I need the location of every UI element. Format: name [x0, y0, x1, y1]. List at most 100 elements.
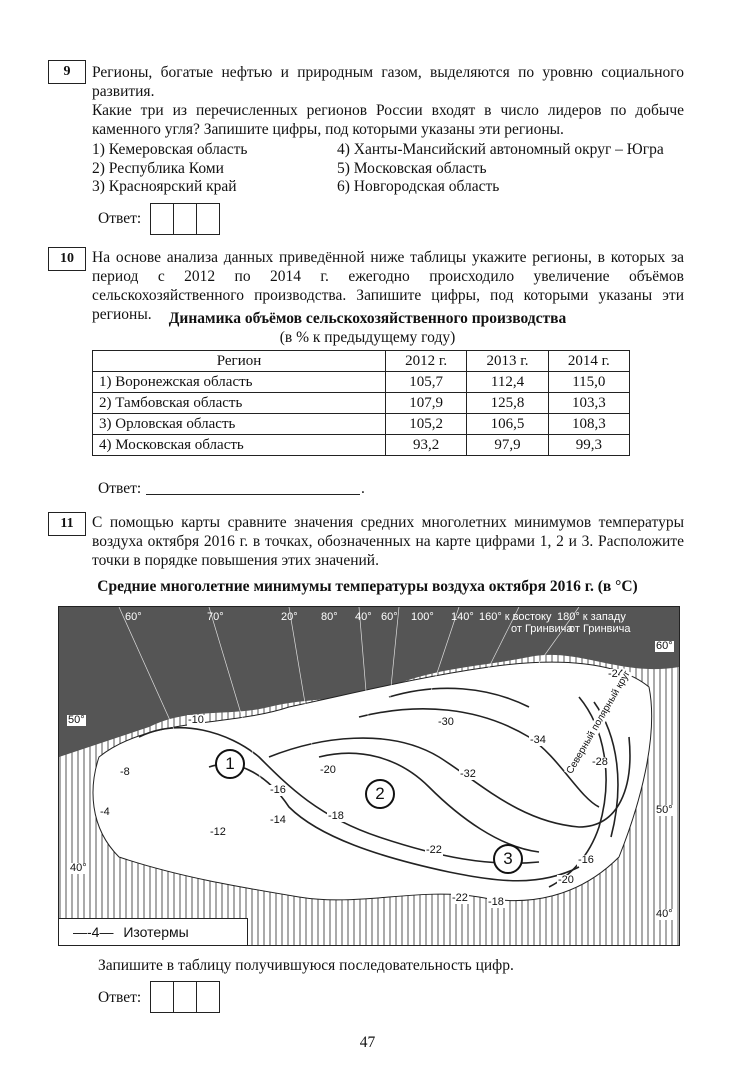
isotherm-label: -22 [451, 892, 469, 904]
question-11-text: С помощью карты сравните значения средни… [92, 514, 684, 569]
cell: 99,3 [547, 434, 631, 456]
cell: 1) Воронежская область [92, 371, 386, 393]
meridian-label: от Гринвича [569, 623, 631, 635]
cell: 125,8 [466, 392, 549, 414]
q9-options-right: 4) Ханты-Мансийский автономный округ – Ю… [337, 141, 664, 197]
meridian-label: 100° [411, 611, 434, 623]
meridian-label: 160° к востоку [479, 611, 552, 623]
meridian-label: 70° [207, 611, 224, 623]
table-row: 4) Московская область 93,2 97,9 99,3 [92, 434, 631, 456]
cell: 108,3 [547, 413, 631, 435]
q10-answer-line[interactable] [146, 494, 360, 495]
isotherm-label: -8 [119, 766, 131, 778]
temperature-map: 60° 70° 20° 80° 40° 60° 100° 140° 160° к… [58, 606, 680, 946]
parallel-label: 50° [67, 714, 86, 726]
table-row: 3) Орловская область 105,2 106,5 108,3 [92, 413, 631, 435]
isotherm-label: -32 [459, 768, 477, 780]
parallel-label: 60° [655, 640, 674, 652]
answer-cell[interactable] [197, 982, 219, 1012]
cell: 93,2 [384, 434, 468, 456]
parallel-label: 40° [655, 908, 674, 920]
answer-cell[interactable] [174, 204, 197, 234]
q11-instruction: Запишите в таблицу получившуюся последов… [98, 957, 514, 974]
parallel-label: 50° [655, 804, 674, 816]
isotherm-label: -14 [269, 814, 287, 826]
cell: 103,3 [547, 392, 631, 414]
cell: 112,4 [466, 371, 549, 393]
q11-answer-label: Ответ: [98, 989, 142, 1006]
data-table: Регион 2012 г. 2013 г. 2014 г. 1) Вороне… [92, 350, 631, 456]
answer-cell[interactable] [151, 204, 174, 234]
q10-answer-period: . [361, 480, 365, 497]
header-region: Регион [92, 350, 386, 372]
map-graphic [59, 607, 679, 945]
header-2012: 2012 г. [384, 350, 468, 372]
q9-answer-label: Ответ: [98, 210, 142, 227]
q10-answer-label: Ответ: [98, 480, 142, 497]
isotherm-label: -12 [209, 826, 227, 838]
map-point-2: 2 [365, 779, 395, 809]
cell: 105,2 [384, 413, 468, 435]
map-title: Средние многолетние минимумы температуры… [97, 578, 638, 595]
table-row: 2) Тамбовская область 107,9 125,8 103,3 [92, 392, 631, 414]
meridian-label: от Гринвича [511, 623, 573, 635]
option-1: 1) Кемеровская область [92, 141, 248, 158]
isotherm-label: -16 [269, 784, 287, 796]
map-legend: —-4— Изотермы [59, 918, 248, 945]
map-point-1: 1 [215, 749, 245, 779]
meridian-label: 60° [125, 611, 142, 623]
isotherm-label: -10 [187, 714, 205, 726]
isotherm-label: -30 [437, 716, 455, 728]
table-subtitle: (в % к предыдущему году) [279, 329, 456, 346]
table-title: Динамика объёмов сельскохозяйственного п… [168, 310, 567, 327]
cell: 107,9 [384, 392, 468, 414]
isotherm-legend-symbol: —-4— [73, 924, 114, 940]
option-2: 2) Республика Коми [92, 159, 224, 177]
option-5: 5) Московская область [337, 159, 487, 177]
q9-answer-boxes[interactable] [150, 203, 220, 235]
meridian-label: 80° [321, 611, 338, 623]
isotherm-label: -4 [99, 806, 111, 818]
isotherm-label: -18 [327, 810, 345, 822]
answer-cell[interactable] [197, 204, 219, 234]
isotherm-label: -18 [487, 896, 505, 908]
isotherm-label: -16 [577, 854, 595, 866]
cell: 106,5 [466, 413, 549, 435]
q9-paragraph-2: Какие три из перечисленных регионов Росс… [92, 102, 684, 138]
q11-answer-boxes[interactable] [150, 981, 220, 1013]
cell: 2) Тамбовская область [92, 392, 386, 414]
meridian-label: 20° [281, 611, 298, 623]
isotherm-label: -20 [319, 764, 337, 776]
answer-cell[interactable] [151, 982, 174, 1012]
table-row: 1) Воронежская область 105,7 112,4 115,0 [92, 371, 631, 393]
isotherm-label: -24 [607, 668, 625, 680]
header-2013: 2013 г. [466, 350, 549, 372]
isotherm-label: -22 [425, 844, 443, 856]
answer-cell[interactable] [174, 982, 197, 1012]
cell: 105,7 [384, 371, 468, 393]
q9-paragraph-1: Регионы, богатые нефтью и природным газо… [92, 64, 684, 100]
cell: 3) Орловская область [92, 413, 386, 435]
cell: 97,9 [466, 434, 549, 456]
legend-label: Изотермы [123, 924, 189, 940]
option-4: 4) Ханты-Мансийский автономный округ – Ю… [337, 141, 664, 158]
parallel-label: 40° [69, 862, 88, 874]
question-10-text: На основе анализа данных приведённой ниж… [92, 249, 684, 323]
cell: 4) Московская область [92, 434, 386, 456]
cell: 115,0 [547, 371, 631, 393]
question-9-text: Регионы, богатые нефтью и природным газо… [92, 63, 684, 139]
header-2014: 2014 г. [547, 350, 631, 372]
question-number-10: 10 [48, 247, 86, 271]
meridian-label: 60° [381, 611, 398, 623]
meridian-label: 140° [451, 611, 474, 623]
map-point-3: 3 [493, 844, 523, 874]
isotherm-label: -28 [591, 756, 609, 768]
q9-options-left: 1) Кемеровская область 2) Республика Ком… [92, 141, 247, 197]
isotherm-label: -20 [557, 874, 575, 886]
page-number: 47 [359, 1034, 376, 1051]
meridian-label: 180° к западу [557, 611, 626, 623]
question-number-11: 11 [48, 512, 86, 536]
table-header-row: Регион 2012 г. 2013 г. 2014 г. [92, 350, 631, 372]
option-6: 6) Новгородская область [337, 178, 500, 195]
meridian-label: 40° [355, 611, 372, 623]
